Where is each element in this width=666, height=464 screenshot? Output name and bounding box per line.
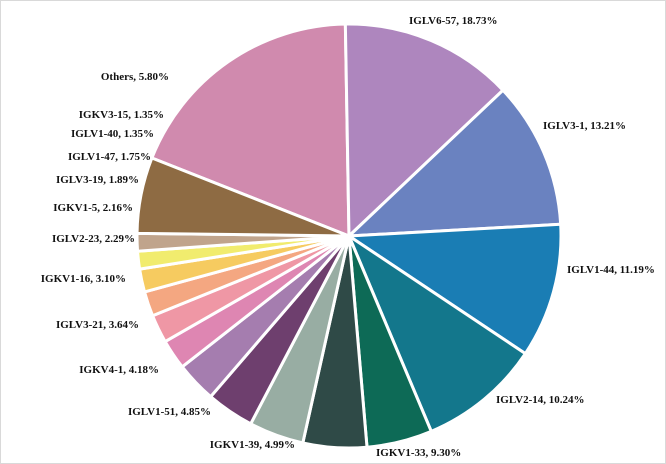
data-label-iglv3-1: IGLV3-1, 13.21% bbox=[543, 120, 626, 132]
data-label-iglv2-23: IGLV2-23, 2.29% bbox=[52, 233, 135, 245]
data-label-others: Others, 5.80% bbox=[101, 71, 169, 83]
data-label-igkv4-1: IGKV4-1, 4.18% bbox=[79, 364, 159, 376]
pie-slice-iglv1-44 bbox=[347, 88, 563, 238]
pie-slice-iglv2-14 bbox=[347, 222, 563, 356]
data-label-iglv1-51: IGLV1-51, 4.85% bbox=[128, 406, 211, 418]
pie-slices bbox=[135, 22, 563, 450]
data-label-iglv1-47: IGLV1-47, 1.75% bbox=[68, 151, 151, 163]
data-label-iglv6-57: IGLV6-57, 18.73% bbox=[409, 15, 498, 27]
data-label-igkv1-5: IGKV1-5, 2.16% bbox=[53, 202, 133, 214]
data-label-igkv3-15: IGKV3-15, 1.35% bbox=[79, 109, 164, 121]
pie-slice-igkv1-33 bbox=[347, 234, 527, 433]
pie-slice-iglv3-1 bbox=[343, 22, 505, 238]
pie-labels: IGLV6-57, 18.73% IGLV3-1, 13.21% IGLV1-44,… bbox=[41, 15, 655, 459]
data-label-iglv1-44: IGLV1-44, 11.19% bbox=[567, 264, 655, 276]
data-label-igkv1-39: IGKV1-39, 4.99% bbox=[210, 439, 295, 451]
data-label-iglv2-14: IGLV2-14, 10.24% bbox=[496, 394, 585, 406]
data-label-iglv3-21: IGLV3-21, 3.64% bbox=[56, 319, 139, 331]
data-label-igkv1-16: IGKV1-16, 3.10% bbox=[41, 273, 126, 285]
pie-slice-iglv6-57 bbox=[150, 22, 351, 238]
pie-slice-others bbox=[135, 156, 351, 238]
data-label-iglv1-40: IGLV1-40, 1.35% bbox=[71, 128, 154, 140]
data-label-iglv3-19: IGLV3-19, 1.89% bbox=[56, 174, 139, 186]
data-label-igkv1-33: IGKV1-33, 9.30% bbox=[376, 447, 461, 459]
